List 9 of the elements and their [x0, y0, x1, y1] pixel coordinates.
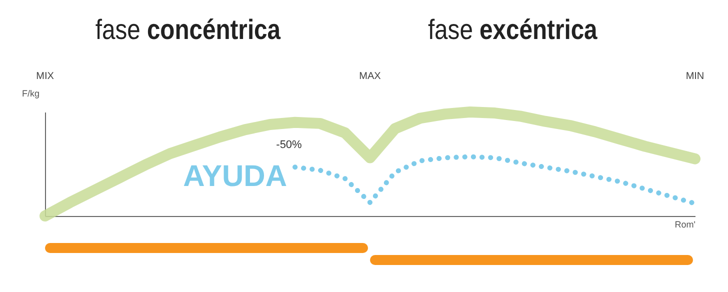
x-tick-label: MIX [36, 71, 54, 82]
x-tick-label: MIN [686, 71, 704, 82]
x-tick-label: MAX [359, 71, 382, 82]
y-axis-title: F/kg [22, 88, 40, 98]
annotation: -50% [276, 138, 302, 151]
text: fase concéntrica [94, 14, 280, 45]
text: fase excéntrica [428, 14, 598, 45]
series-label: AYUDA [183, 160, 287, 194]
x-axis-title: Rom' [674, 220, 696, 230]
